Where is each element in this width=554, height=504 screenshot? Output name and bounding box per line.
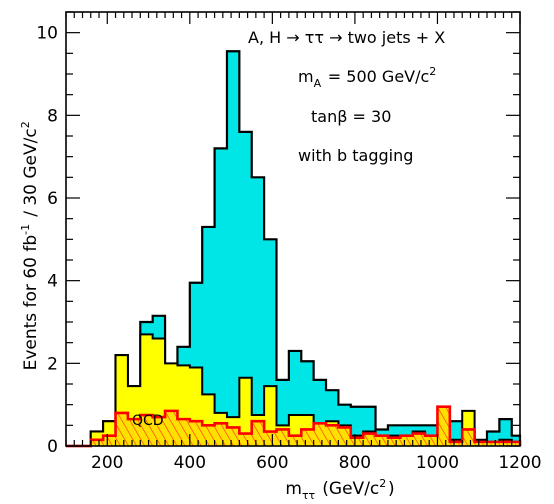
y-tick-label: 2 xyxy=(47,354,58,374)
annotation-qcd-label: QCD xyxy=(132,413,164,429)
x-tick-label: 1000 xyxy=(416,453,459,473)
y-axis-title: Events for 60 fb-1 / 30 GeV/c2 xyxy=(19,120,41,371)
x-tick-label: 400 xyxy=(174,453,206,473)
annotation-process: A, H → ττ → two jets + X xyxy=(248,28,445,47)
x-tick-label: 600 xyxy=(256,453,288,473)
y-tick-label: 10 xyxy=(36,24,58,44)
y-tick-label: 8 xyxy=(47,106,58,126)
x-tick-label: 1200 xyxy=(498,453,541,473)
x-tick-label: 200 xyxy=(91,453,123,473)
plot-frame xyxy=(65,11,521,447)
y-tick-label: 6 xyxy=(47,189,58,209)
annotation-tanbeta: tanβ = 30 xyxy=(311,107,391,126)
y-tick-label: 4 xyxy=(47,272,58,292)
x-axis-title: mττ (GeV/c2 ) xyxy=(285,477,394,502)
y-tick-label: 0 xyxy=(47,437,58,457)
series-signal-outline xyxy=(66,50,522,448)
series-qcd-outline xyxy=(66,405,522,448)
plot-area xyxy=(65,11,522,448)
annotation-mass: mA = 500 GeV/c2 xyxy=(298,65,438,90)
annotation-btag: with b tagging xyxy=(298,146,413,165)
x-tick-label: 800 xyxy=(339,453,371,473)
